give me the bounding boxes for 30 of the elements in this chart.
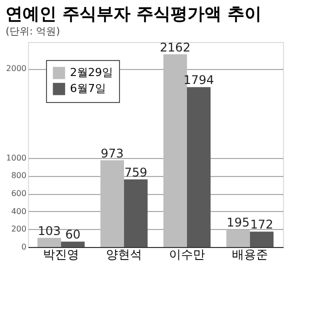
bar xyxy=(250,232,274,247)
legend-label: 6월7일 xyxy=(70,82,106,95)
bar xyxy=(226,230,250,247)
chart-title: 연예인 주식부자 주식평가액 추이 xyxy=(6,4,262,24)
data-label: 759 xyxy=(124,165,148,180)
y-tick-label: 400 xyxy=(11,206,26,216)
y-tick-label: 0 xyxy=(21,242,26,252)
y-tick-label: 600 xyxy=(11,189,26,198)
x-tick-label: 배용준 xyxy=(232,248,268,262)
y-tick-label: 2000 xyxy=(6,64,26,74)
bar xyxy=(61,242,85,247)
x-tick-label: 박진영 xyxy=(43,248,80,262)
data-label: 1794 xyxy=(184,73,214,88)
bar xyxy=(37,238,62,247)
data-label: 195 xyxy=(226,216,250,230)
bar xyxy=(100,160,124,247)
legend-label: 2월29일 xyxy=(70,66,113,79)
data-label: 60 xyxy=(65,228,80,242)
data-label: 172 xyxy=(250,218,274,232)
chart-subtitle: (단위: 억원) xyxy=(6,26,60,38)
data-label: 2162 xyxy=(160,40,190,54)
data-label: 103 xyxy=(38,224,61,238)
bar xyxy=(124,179,148,247)
y-tick-label: 800 xyxy=(11,171,26,180)
x-tick-label: 이수만 xyxy=(168,248,205,262)
y-tick-label: 200 xyxy=(11,224,26,234)
data-label: 973 xyxy=(100,146,124,160)
x-tick-label: 양현석 xyxy=(106,248,142,262)
y-tick-label: 1000 xyxy=(6,153,26,162)
bar xyxy=(186,87,211,247)
